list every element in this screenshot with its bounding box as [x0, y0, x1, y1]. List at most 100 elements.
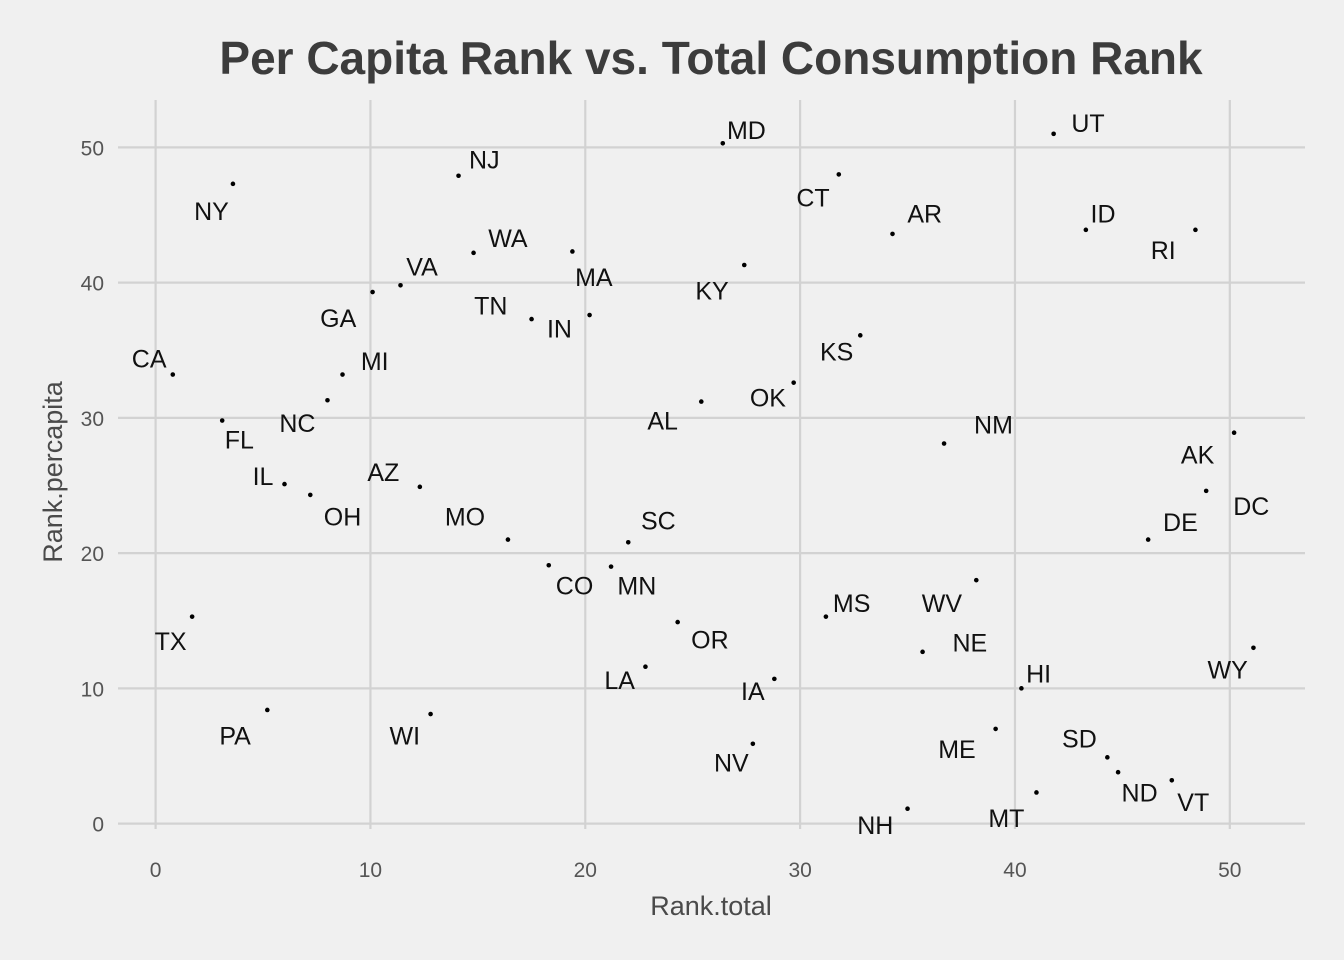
data-point-co — [546, 562, 552, 568]
point-label-tx: TX — [155, 628, 187, 656]
data-point-vt — [1169, 778, 1175, 783]
point-label-ms: MS — [833, 590, 871, 618]
point-label-md: MD — [727, 117, 766, 145]
data-point-sc — [625, 539, 631, 545]
data-point-mt — [1034, 790, 1039, 795]
data-point-ak — [1231, 430, 1237, 436]
data-point-ok — [791, 380, 796, 385]
point-label-mi: MI — [361, 348, 389, 376]
x-tick-label-4: 40 — [1003, 859, 1026, 882]
point-label-dc: DC — [1233, 493, 1269, 521]
data-point-id — [1083, 227, 1089, 233]
y-tick-label-0: 0 — [92, 814, 104, 837]
point-label-vt: VT — [1177, 789, 1209, 817]
point-label-ky: KY — [695, 278, 729, 306]
data-point-ut — [1051, 131, 1056, 137]
data-point-fl — [219, 418, 225, 423]
data-point-wv — [973, 577, 979, 583]
data-point-in — [587, 312, 592, 318]
y-axis-title: Rank.percapita — [38, 380, 68, 563]
point-label-nv: NV — [714, 750, 749, 778]
point-label-mn: MN — [617, 573, 656, 601]
data-point-ri — [1193, 227, 1198, 233]
point-label-nd: ND — [1122, 779, 1158, 807]
point-label-id: ID — [1091, 201, 1116, 229]
point-label-va: VA — [406, 253, 438, 281]
y-tick-label-3: 30 — [81, 408, 104, 431]
point-label-fl: FL — [225, 426, 254, 454]
point-label-nh: NH — [857, 812, 893, 840]
data-point-or — [675, 619, 680, 625]
data-point-ne — [920, 649, 925, 655]
data-point-ny — [230, 181, 236, 187]
point-label-ne: NE — [952, 629, 987, 657]
point-label-ar: AR — [907, 201, 942, 229]
data-point-md — [720, 140, 726, 146]
point-label-ak: AK — [1181, 441, 1215, 469]
x-tick-label-2: 20 — [574, 859, 597, 882]
point-label-ut: UT — [1071, 110, 1104, 138]
data-point-ks — [857, 333, 863, 338]
point-label-sd: SD — [1062, 725, 1097, 753]
data-point-nh — [905, 806, 910, 812]
data-point-nc — [325, 397, 330, 403]
data-points — [170, 131, 1256, 812]
data-point-la — [643, 664, 648, 669]
point-label-wa: WA — [488, 225, 528, 253]
x-tick-label-1: 10 — [359, 859, 382, 882]
point-label-mo: MO — [445, 504, 485, 532]
data-point-me — [993, 726, 998, 732]
point-label-mt: MT — [988, 805, 1024, 833]
point-label-ok: OK — [750, 385, 786, 413]
data-point-wi — [428, 711, 433, 717]
data-point-ca — [170, 372, 176, 377]
grid-lines — [118, 100, 1305, 829]
data-point-ar — [890, 231, 895, 237]
point-label-nc: NC — [279, 410, 315, 438]
data-point-tn — [529, 316, 534, 322]
data-point-mn — [608, 564, 614, 569]
point-label-in: IN — [547, 316, 572, 344]
data-point-nj — [456, 173, 461, 179]
data-point-hi — [1019, 686, 1024, 691]
data-point-ia — [772, 676, 777, 682]
point-label-tn: TN — [474, 293, 507, 321]
tick-labels: 0 10 20 30 40 50 0 10 20 30 40 50 — [81, 137, 1242, 882]
data-point-nv — [750, 741, 756, 747]
point-label-hi: HI — [1026, 660, 1051, 688]
point-label-oh: OH — [324, 504, 362, 532]
point-label-ri: RI — [1151, 237, 1176, 265]
point-label-ca: CA — [132, 345, 167, 373]
y-tick-label-1: 10 — [81, 678, 104, 701]
data-point-ky — [741, 262, 747, 268]
data-point-al — [698, 399, 704, 404]
point-label-wv: WV — [922, 590, 963, 618]
y-tick-label-5: 50 — [81, 137, 104, 160]
data-point-ms — [823, 614, 829, 619]
point-label-al: AL — [647, 408, 678, 436]
point-label-co: CO — [556, 573, 594, 601]
data-point-pa — [265, 707, 270, 713]
data-point-mi — [340, 372, 345, 377]
point-label-me: ME — [938, 736, 976, 764]
point-label-de: DE — [1163, 509, 1198, 537]
point-label-nm: NM — [974, 412, 1013, 440]
point-label-az: AZ — [367, 459, 399, 487]
data-point-wy — [1251, 645, 1256, 651]
data-point-tx — [189, 614, 195, 619]
x-tick-label-5: 50 — [1218, 859, 1241, 882]
data-point-de — [1145, 537, 1151, 542]
point-label-ga: GA — [320, 305, 356, 333]
data-point-ma — [570, 249, 575, 254]
point-label-nj: NJ — [469, 147, 500, 175]
data-point-ga — [370, 289, 375, 295]
data-point-wa — [471, 250, 476, 256]
data-point-sd — [1105, 755, 1110, 760]
data-point-dc — [1203, 488, 1209, 494]
data-point-az — [417, 484, 423, 490]
point-label-ct: CT — [796, 184, 829, 212]
point-label-ny: NY — [194, 198, 229, 226]
data-point-mo — [505, 537, 511, 542]
